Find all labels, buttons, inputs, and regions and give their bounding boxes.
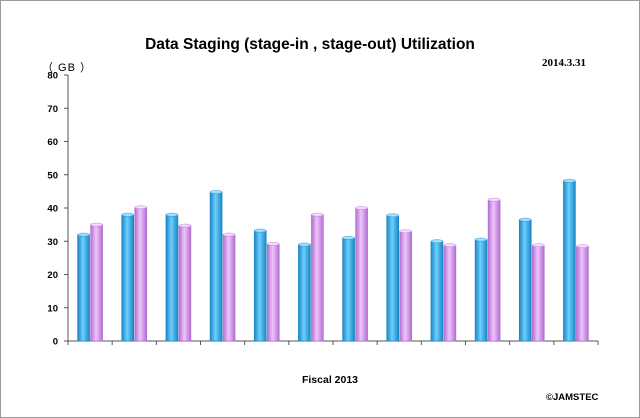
stage-out-bar: [311, 214, 324, 342]
stage-in-bar: [165, 214, 179, 342]
stage-in-bar-cap: [298, 242, 311, 247]
stage-in-bar: [430, 240, 444, 342]
stage-out-bar: [399, 230, 413, 342]
stage-out-bar: [90, 224, 103, 342]
y-tick-label: 70: [47, 104, 58, 115]
stage-out-bar-cap: [134, 205, 147, 210]
stage-out-bar-cap: [90, 222, 103, 227]
stage-out-bar: [178, 225, 192, 342]
stage-out-bar-cap: [576, 244, 589, 249]
stage-in-bar-cap: [165, 212, 179, 217]
stage-in-bar-cap: [474, 237, 488, 242]
stage-in-bar: [386, 215, 400, 342]
stage-out-bar: [487, 199, 501, 342]
stage-out-bar: [531, 244, 545, 342]
stage-in-bar-cap: [254, 228, 267, 233]
stage-out-bar-cap: [355, 206, 368, 210]
stage-out-bar: [443, 244, 457, 342]
stage-out-bar-cap: [487, 197, 501, 202]
bars: [77, 178, 589, 342]
stage-in-bar-cap: [77, 232, 90, 237]
axes: 0 10 20 30 40 50 60 70 80: [47, 71, 599, 348]
stage-out-bar: [134, 207, 148, 342]
stage-in-bar-cap: [430, 239, 444, 244]
stage-in-bar-cap: [342, 236, 355, 240]
stage-in-bar: [342, 237, 355, 342]
y-tick-label: 20: [47, 270, 58, 281]
stage-out-bar-cap: [532, 243, 545, 248]
stage-out-bar: [576, 245, 589, 342]
stage-in-bar-cap: [519, 217, 532, 222]
stage-out-bar-cap: [222, 232, 236, 237]
y-tick-label: 80: [47, 71, 58, 82]
stage-out-bar: [222, 234, 236, 342]
chart-title: Data Staging (stage-in , stage-out) Util…: [145, 36, 475, 53]
y-tick-label: 30: [47, 237, 58, 248]
stage-in-bar: [298, 244, 311, 342]
y-tick-label: 10: [47, 303, 58, 314]
stage-in-bar: [209, 191, 223, 342]
stage-in-bar: [474, 239, 488, 342]
y-tick-label: 40: [47, 204, 58, 215]
stage-in-bar: [563, 180, 576, 342]
stage-out-bar: [266, 243, 280, 342]
y-axis-unit: （ GB ）: [42, 62, 93, 74]
y-tick-label: 50: [47, 170, 58, 181]
stage-in-bar-cap: [209, 190, 223, 194]
stage-out-bar-cap: [443, 243, 457, 248]
stage-out-bar-cap: [267, 242, 280, 246]
stage-in-bar-cap: [386, 213, 399, 218]
stage-out-bar: [355, 207, 368, 342]
stage-in-bar: [253, 230, 267, 342]
y-tick-label: 0: [53, 337, 58, 348]
stage-out-bar-cap: [311, 212, 324, 217]
stage-out-bar-cap: [178, 223, 192, 228]
y-tick-label: 60: [47, 137, 58, 148]
stage-in-bar: [77, 234, 90, 342]
stage-in-bar-cap: [121, 212, 134, 217]
stage-out-bar-cap: [399, 229, 412, 234]
stage-in-bar: [121, 214, 135, 342]
chart-date: 2014.3.31: [542, 57, 586, 69]
x-axis-label: Fiscal 2013: [301, 374, 359, 386]
copyright-credit: ©JAMSTEC: [546, 392, 599, 403]
stage-in-bar: [518, 219, 532, 342]
stage-in-bar-cap: [563, 178, 576, 183]
